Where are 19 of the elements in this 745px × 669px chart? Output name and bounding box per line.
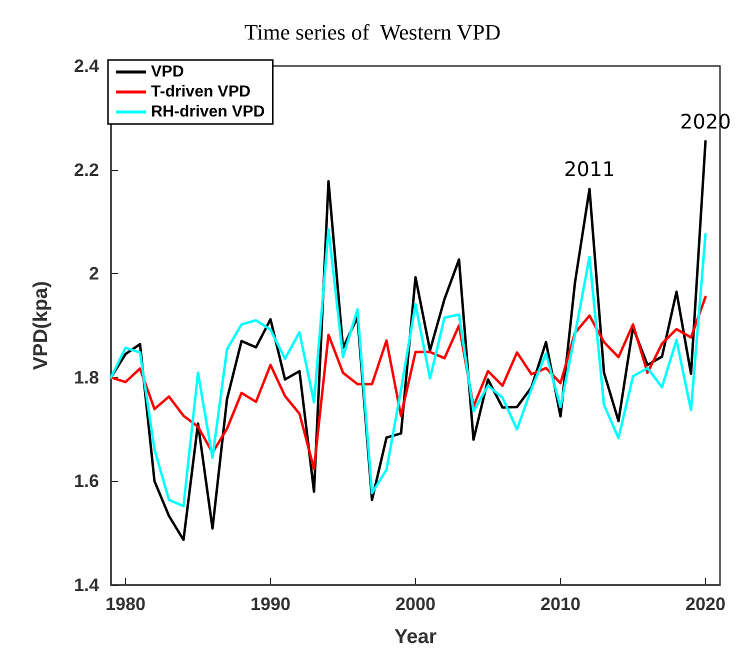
y-tick-label: 2.2 — [74, 160, 99, 180]
x-tick-label: 2020 — [685, 594, 726, 614]
y-tick-label: 1.4 — [74, 575, 99, 595]
annotation: 2011 — [564, 157, 615, 182]
y-tick-label: 2 — [88, 264, 99, 284]
y-axis-title: VPD(kpa) — [30, 281, 52, 370]
x-tick-label: 2000 — [395, 594, 436, 614]
y-tick-label: 2.4 — [74, 56, 99, 76]
y-tick-label: 1.8 — [74, 367, 99, 388]
chart-title: Time series of Western VPD — [244, 20, 501, 44]
legend-label: RH-driven VPD — [151, 104, 265, 120]
line-series — [110, 228, 707, 508]
y-tick-label: 1.6 — [74, 471, 99, 492]
x-axis-title: Year — [394, 626, 437, 648]
x-tick-label: 1980 — [105, 594, 146, 614]
legend-label: VPD — [151, 64, 184, 80]
legend-label: T-driven VPD — [151, 84, 251, 100]
x-tick-label: 2010 — [540, 594, 581, 614]
x-tick-label: 1990 — [250, 594, 291, 614]
